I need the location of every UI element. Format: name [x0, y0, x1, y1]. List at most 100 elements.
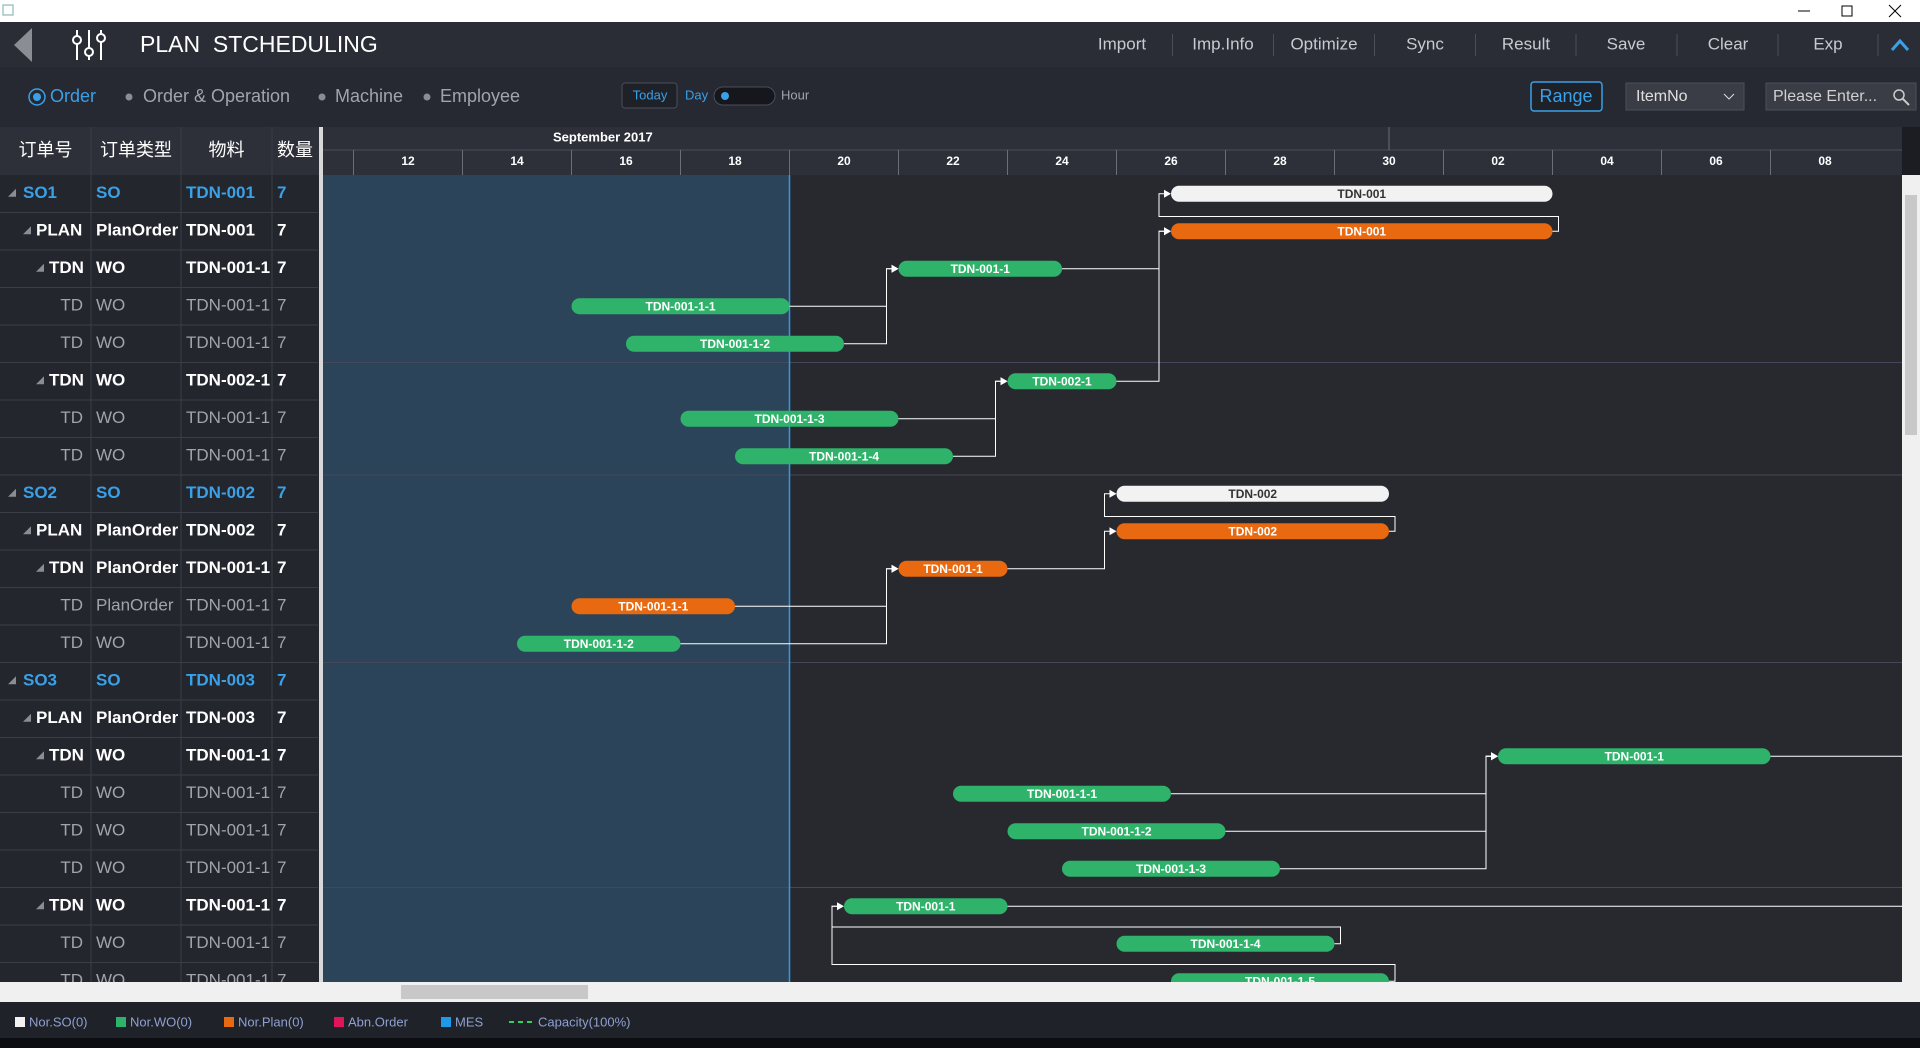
task-bar[interactable]	[1007, 373, 1117, 390]
day-tick-label: 08	[1818, 154, 1832, 168]
quantity: 7	[277, 296, 286, 315]
task-bar[interactable]	[571, 298, 790, 315]
collapse-button[interactable]	[1890, 38, 1910, 51]
expand-toggle[interactable]	[36, 263, 44, 272]
order-type: WO	[96, 333, 125, 352]
view-option[interactable]: Order	[50, 86, 96, 106]
task-bar[interactable]	[844, 898, 1008, 915]
expand-toggle[interactable]	[23, 226, 31, 235]
task-bar[interactable]	[1498, 748, 1771, 765]
material: TDN-002	[186, 483, 255, 502]
material: TDN-003	[186, 708, 255, 727]
material: TDN-001-1	[186, 258, 270, 277]
expand-toggle[interactable]	[36, 901, 44, 910]
legend-label: Nor.Plan(0)	[238, 1014, 304, 1029]
zoom-knob[interactable]	[721, 92, 729, 100]
order-type: WO	[96, 783, 125, 802]
menu-item[interactable]: Save	[1607, 34, 1646, 53]
expand-toggle[interactable]	[23, 526, 31, 535]
task-bar[interactable]	[1116, 485, 1390, 502]
task-label: TDN-001-1-4	[809, 449, 879, 463]
radio[interactable]	[318, 93, 326, 101]
radio[interactable]	[423, 93, 431, 101]
material: TDN-001	[186, 183, 255, 202]
expand-toggle[interactable]	[36, 376, 44, 385]
menu-item[interactable]: Clear	[1708, 34, 1749, 53]
expand-toggle[interactable]	[36, 751, 44, 760]
today-button[interactable]	[621, 82, 678, 109]
order-type: WO	[96, 633, 125, 652]
material: TDN-001	[186, 221, 255, 240]
expand-toggle[interactable]	[8, 188, 16, 197]
dependency-link	[1158, 193, 1559, 232]
zoom-slider[interactable]	[713, 86, 776, 106]
menu-item[interactable]: Optimize	[1290, 34, 1357, 53]
quantity: 7	[277, 671, 286, 690]
task-bar[interactable]	[898, 560, 1008, 577]
task-bar[interactable]	[1116, 523, 1390, 540]
quantity: 7	[277, 183, 286, 202]
quantity: 7	[277, 333, 286, 352]
material: TDN-001-1	[186, 446, 270, 465]
restore-button[interactable]	[1841, 5, 1853, 17]
task-bar[interactable]	[735, 448, 953, 465]
task-label: TDN-001-1	[923, 562, 983, 576]
range-button[interactable]	[1530, 81, 1603, 112]
close-button[interactable]	[1888, 4, 1902, 18]
menu-item[interactable]: Sync	[1406, 34, 1444, 53]
vertical-scroll-thumb[interactable]	[1905, 195, 1917, 435]
quantity: 7	[277, 483, 286, 502]
task-label: TDN-001-1-2	[564, 637, 634, 651]
task-bar[interactable]	[571, 598, 736, 615]
task-bar[interactable]	[1171, 185, 1553, 202]
task-bar[interactable]	[1062, 860, 1280, 877]
horizontal-scroll-thumb[interactable]	[401, 985, 588, 999]
task-bar[interactable]	[680, 410, 899, 427]
material: TDN-001-1	[186, 746, 270, 765]
legend-label: Abn.Order	[348, 1014, 409, 1029]
task-bar[interactable]	[1171, 973, 1389, 989]
radio-selected[interactable]	[28, 88, 46, 106]
column-header: 物料	[209, 140, 245, 160]
settings-icon[interactable]	[72, 30, 106, 60]
expand-toggle[interactable]	[8, 676, 16, 685]
menu-item[interactable]: Import	[1098, 34, 1146, 53]
expand-toggle[interactable]	[8, 488, 16, 497]
menu-item[interactable]: Exp	[1813, 34, 1842, 53]
radio[interactable]	[125, 93, 133, 101]
task-label: TDN-001-1-2	[1081, 824, 1151, 838]
quantity: 7	[277, 596, 286, 615]
legend-swatch	[334, 1017, 344, 1027]
order-number: TD	[60, 633, 83, 652]
menu-item[interactable]: Imp.Info	[1192, 34, 1253, 53]
back-button[interactable]	[14, 28, 32, 62]
search-icon[interactable]	[1893, 89, 1905, 101]
order-number: TDN	[49, 746, 84, 765]
task-bar[interactable]	[517, 635, 681, 652]
task-label: TDN-001-1-3	[754, 412, 824, 426]
expand-toggle[interactable]	[23, 713, 31, 722]
task-bar[interactable]	[1116, 935, 1335, 952]
task-label: TDN-001	[1337, 224, 1386, 238]
day-label: Day	[685, 87, 709, 102]
view-option[interactable]: Order & Operation	[143, 86, 290, 106]
horizontal-scrollbar[interactable]	[0, 982, 1920, 1002]
window-titlebar	[0, 0, 1920, 22]
task-bar[interactable]	[898, 260, 1063, 277]
task-bar[interactable]	[953, 785, 1171, 802]
task-bar[interactable]	[626, 335, 844, 352]
column-header: 订单号	[19, 140, 73, 160]
day-tick-label: 04	[1600, 154, 1614, 168]
field-select[interactable]	[1625, 82, 1745, 111]
search-input[interactable]	[1765, 82, 1917, 111]
task-bar[interactable]	[1171, 223, 1553, 240]
task-bar[interactable]	[1007, 823, 1226, 840]
day-tick-label: 18	[728, 154, 742, 168]
view-option[interactable]: Machine	[335, 86, 403, 106]
menu-item[interactable]: Result	[1502, 34, 1550, 53]
day-tick-label: 24	[1055, 154, 1069, 168]
view-option[interactable]: Employee	[440, 86, 520, 106]
dependency-link	[1104, 493, 1396, 532]
splitter[interactable]	[319, 127, 323, 982]
expand-toggle[interactable]	[36, 563, 44, 572]
